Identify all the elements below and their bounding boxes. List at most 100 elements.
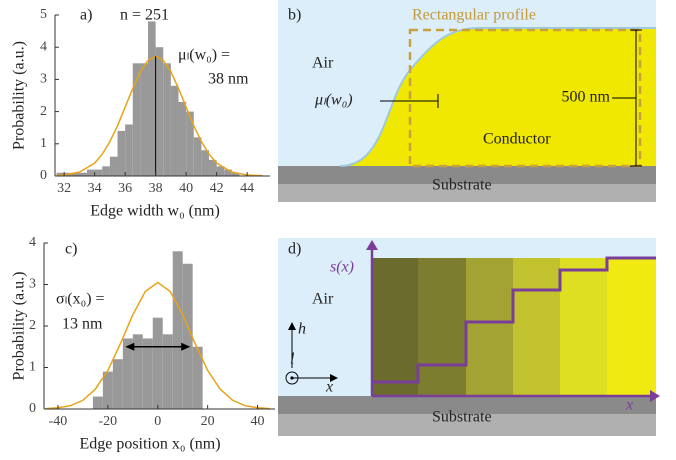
x-tick-label: 36 <box>118 181 132 196</box>
bar <box>102 166 110 176</box>
annotation: 13 nm <box>62 316 103 333</box>
bar <box>71 172 80 176</box>
bar <box>122 338 133 409</box>
panel-label: a) <box>80 7 92 24</box>
arrow-head <box>125 342 135 351</box>
slice <box>513 258 560 396</box>
panel-b: b) Rectangular profile Air μₗ(w₀) 500 nm… <box>278 0 656 202</box>
annotation: 38 nm <box>208 71 249 88</box>
bar <box>192 346 203 409</box>
panel-label: d) <box>288 241 301 258</box>
bar <box>172 251 183 409</box>
bar <box>201 150 210 176</box>
x-tick-label: 42 <box>210 181 224 196</box>
substrate-bottom <box>278 414 656 436</box>
y-tick-label: 2 <box>40 104 47 119</box>
conductor <box>340 28 656 166</box>
y-tick-label: 1 <box>29 360 36 375</box>
x-tick-label: 20 <box>201 414 215 429</box>
axis-label: l <box>290 351 295 368</box>
height-label: 500 nm <box>562 89 611 106</box>
x-tick-label: 40 <box>179 181 193 196</box>
y-axis-label: Probability (a.u.) <box>11 272 28 381</box>
bar <box>94 169 103 176</box>
arrow-head <box>650 390 660 402</box>
l-axis <box>285 371 299 385</box>
bar <box>140 63 149 176</box>
function-label: s(x) <box>330 259 354 276</box>
panel-label: c) <box>65 241 77 258</box>
fit-curve <box>45 281 271 410</box>
edge-label: μₗ(w₀) <box>314 92 353 109</box>
x-tick-label: 32 <box>57 181 71 196</box>
axis-label: x <box>625 397 633 414</box>
substrate-top <box>278 396 656 414</box>
bar <box>155 47 164 177</box>
substrate-label: Substrate <box>432 177 492 194</box>
bar <box>92 396 103 409</box>
annotation: n = 251 <box>120 7 169 24</box>
x-tick-label: 0 <box>154 414 161 429</box>
bar <box>102 371 113 409</box>
bar <box>224 169 232 176</box>
y-tick-label: 4 <box>29 235 36 250</box>
substrate-top <box>278 166 656 184</box>
arrow-head <box>288 322 296 330</box>
substrate-bottom <box>278 184 656 202</box>
arrow-head <box>366 240 378 250</box>
rectangular-profile <box>408 28 642 168</box>
bar <box>117 130 126 176</box>
bar <box>125 124 133 176</box>
conductor-label: Conductor <box>483 131 551 148</box>
profile-label: Rectangular profile <box>412 7 536 24</box>
l-axis-dot <box>290 376 294 380</box>
y-tick-label: 5 <box>40 7 47 22</box>
bar <box>209 159 217 176</box>
arrow-head <box>330 374 338 382</box>
bar <box>112 359 123 409</box>
bar <box>193 137 202 176</box>
annotation: μₗ(w₀) = <box>178 47 230 64</box>
slice <box>560 258 607 396</box>
y-axis-label: Probability (a.u.) <box>11 41 28 150</box>
bar <box>87 169 95 176</box>
x-tick-label: 38 <box>149 181 163 196</box>
bar <box>182 263 193 409</box>
panel-label: b) <box>288 7 301 24</box>
bar <box>132 63 141 176</box>
bar <box>186 111 194 176</box>
x-tick-label: 44 <box>240 181 254 196</box>
arrow-head <box>181 342 191 351</box>
bar <box>152 317 163 409</box>
bar <box>163 63 171 176</box>
x-tick-label: 40 <box>251 414 265 429</box>
bar <box>170 85 179 176</box>
air-label: Air <box>312 291 334 308</box>
y-tick-label: 1 <box>40 136 47 151</box>
air-label: Air <box>312 55 334 72</box>
bar <box>79 172 88 176</box>
bar <box>162 334 173 409</box>
axis-label: x <box>325 379 333 396</box>
panel-d: d) s(x) Air h l x x Substrate <box>278 238 660 436</box>
substrate-label: Substrate <box>432 409 492 426</box>
y-tick-label: 3 <box>40 72 47 87</box>
x-tick-label: 34 <box>88 181 102 196</box>
slice <box>418 258 466 396</box>
slice <box>466 258 513 396</box>
y-tick-label: 0 <box>40 168 47 183</box>
bar <box>132 334 143 409</box>
y-tick-label: 4 <box>40 39 47 54</box>
bar <box>231 172 240 176</box>
bar <box>216 166 225 176</box>
bar <box>142 338 153 409</box>
x-axis-label: Edge width w₀ (nm) <box>90 203 220 220</box>
bar <box>56 172 65 176</box>
annotation: σₗ(x₀) = <box>56 291 105 308</box>
x-tick-label: -40 <box>49 414 68 429</box>
bar <box>178 101 187 176</box>
bar <box>109 156 118 176</box>
x-axis-label: Edge position x₀ (nm) <box>79 436 220 453</box>
